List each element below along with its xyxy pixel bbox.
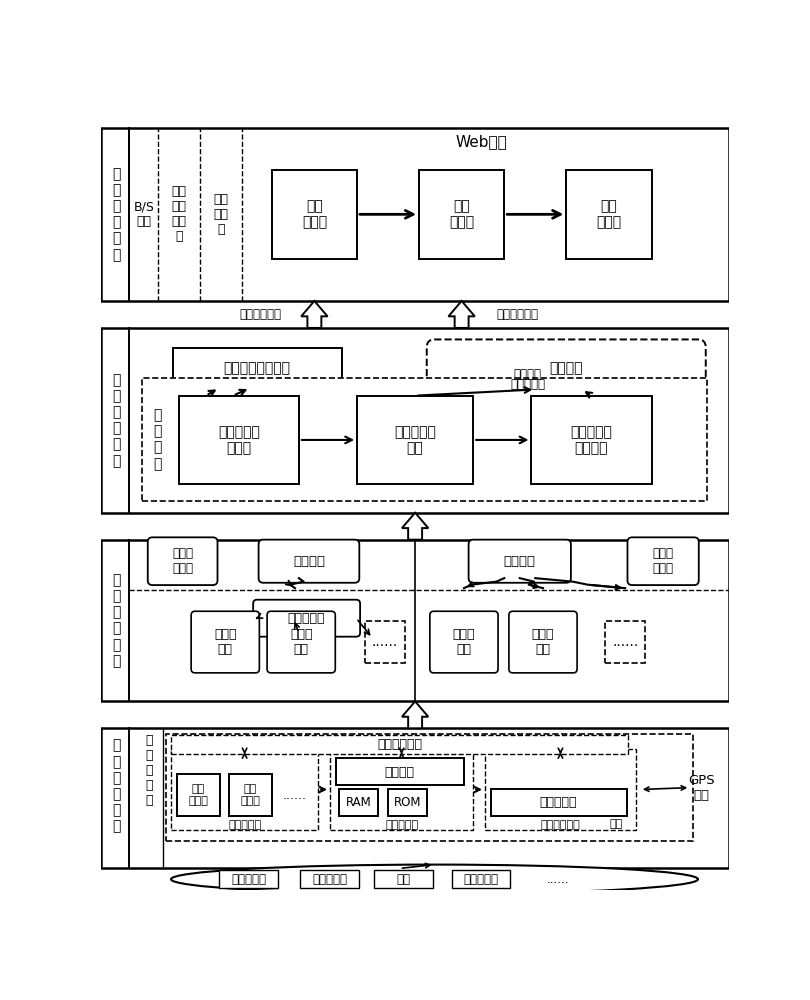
Ellipse shape (171, 865, 698, 894)
Text: 边缘网关: 边缘网关 (293, 555, 325, 568)
Bar (179, 396, 299, 484)
Text: 射频收发机: 射频收发机 (539, 796, 578, 809)
Text: 数
据
采
集
模
块: 数 据 采 集 模 块 (112, 739, 120, 834)
FancyBboxPatch shape (509, 611, 577, 673)
Bar (451, 870, 510, 888)
Polygon shape (301, 301, 327, 328)
Text: 传感器
节点: 传感器 节点 (290, 628, 313, 656)
FancyBboxPatch shape (628, 537, 699, 585)
FancyBboxPatch shape (258, 540, 360, 583)
Text: 多设备接入
和管理: 多设备接入 和管理 (218, 425, 260, 455)
Bar (101, 328, 729, 513)
Text: 传
感
器
节
点: 传 感 器 节 点 (146, 734, 153, 807)
Polygon shape (402, 513, 428, 540)
Bar (101, 540, 729, 701)
Text: 无线通信网络: 无线通信网络 (497, 308, 539, 321)
Polygon shape (449, 301, 475, 328)
FancyBboxPatch shape (191, 611, 259, 673)
Text: 传感器
节点: 传感器 节点 (214, 628, 237, 656)
Bar (339, 789, 378, 816)
Bar (419, 170, 505, 259)
Text: 边
缘
网
关: 边 缘 网 关 (154, 408, 162, 471)
Bar (171, 749, 318, 830)
Bar (388, 789, 427, 816)
Text: 页面
显示层: 页面 显示层 (596, 199, 621, 229)
Text: 无线通
信网络: 无线通 信网络 (172, 547, 193, 575)
Bar (229, 774, 271, 816)
Text: 传感器节点: 传感器节点 (463, 873, 498, 886)
Text: 传感器节点: 传感器节点 (231, 873, 266, 886)
Text: 无线网桥: 无线网桥 (514, 368, 542, 381)
Text: 传感器模块: 传感器模块 (228, 820, 261, 830)
Bar (271, 170, 357, 259)
Text: 压力
传感器: 压力 传感器 (240, 784, 260, 806)
Text: 数
据
处
理
模
块: 数 据 处 理 模 块 (112, 373, 120, 468)
Bar (374, 870, 433, 888)
Bar (336, 758, 464, 785)
Text: ......: ...... (612, 635, 638, 649)
Bar (142, 378, 707, 501)
Text: B/S
架构: B/S 架构 (134, 200, 155, 228)
Text: 有线通
信网络: 有线通 信网络 (653, 547, 674, 575)
Text: 业务
逻辑层: 业务 逻辑层 (449, 199, 474, 229)
Text: 以太网通信: 以太网通信 (510, 378, 545, 391)
Text: 云服务器: 云服务器 (549, 361, 583, 375)
Text: 路由器节点: 路由器节点 (288, 612, 326, 625)
Text: ......: ...... (372, 635, 398, 649)
Text: 微处理器: 微处理器 (385, 766, 415, 779)
Bar (357, 396, 473, 484)
FancyBboxPatch shape (254, 600, 360, 637)
Text: 数据
访问层: 数据 访问层 (302, 199, 327, 229)
Bar (364, 621, 405, 663)
Polygon shape (402, 701, 428, 728)
FancyBboxPatch shape (147, 537, 218, 585)
Text: 传感器节点: 传感器节点 (313, 873, 347, 886)
Text: 处理器模块: 处理器模块 (385, 820, 418, 830)
Text: ......: ...... (283, 789, 307, 802)
Bar (165, 734, 693, 841)
FancyBboxPatch shape (430, 611, 498, 673)
FancyBboxPatch shape (469, 540, 571, 583)
Text: 数
据
监
测
模
块: 数 据 监 测 模 块 (112, 167, 120, 262)
Text: 无线通信网络: 无线通信网络 (239, 308, 281, 321)
Bar (605, 621, 646, 663)
Text: ......: ...... (548, 873, 569, 886)
Text: 位移
传感器: 位移 传感器 (188, 784, 208, 806)
Bar (531, 396, 651, 484)
Bar (173, 348, 342, 388)
Bar (566, 170, 651, 259)
Text: 数据分析和
清洗: 数据分析和 清洗 (394, 425, 436, 455)
Text: 芯片: 芯片 (610, 819, 623, 829)
Text: RAM: RAM (346, 796, 372, 809)
Bar (101, 128, 729, 301)
FancyBboxPatch shape (427, 339, 706, 397)
Bar (171, 735, 629, 754)
Text: 计算
机编
程语
言: 计算 机编 程语 言 (171, 185, 186, 243)
Text: ROM: ROM (394, 796, 421, 809)
FancyBboxPatch shape (267, 611, 335, 673)
Text: 无线通信模块: 无线通信模块 (540, 820, 580, 830)
Bar (485, 749, 636, 830)
Bar (330, 749, 473, 830)
Text: 传感器
节点: 传感器 节点 (453, 628, 475, 656)
Text: 数
据
传
输
模
块: 数 据 传 输 模 块 (112, 573, 120, 668)
Bar (491, 789, 627, 816)
Text: 各胎架注册和管理: 各胎架注册和管理 (224, 361, 291, 375)
Text: 传感器
节点: 传感器 节点 (531, 628, 554, 656)
Bar (101, 728, 729, 868)
Bar (177, 774, 220, 816)
Text: 边缘网关: 边缘网关 (504, 555, 535, 568)
Text: GPS
模块: GPS 模块 (688, 774, 715, 802)
Text: 关系
数据
库: 关系 数据 库 (214, 193, 229, 236)
Text: 胎架: 胎架 (397, 873, 411, 886)
Text: 规则计算和
信息决策: 规则计算和 信息决策 (570, 425, 612, 455)
Bar (301, 870, 360, 888)
Text: Web系统: Web系统 (455, 134, 507, 149)
Bar (219, 870, 278, 888)
Text: 电源管理单元: 电源管理单元 (377, 738, 422, 751)
